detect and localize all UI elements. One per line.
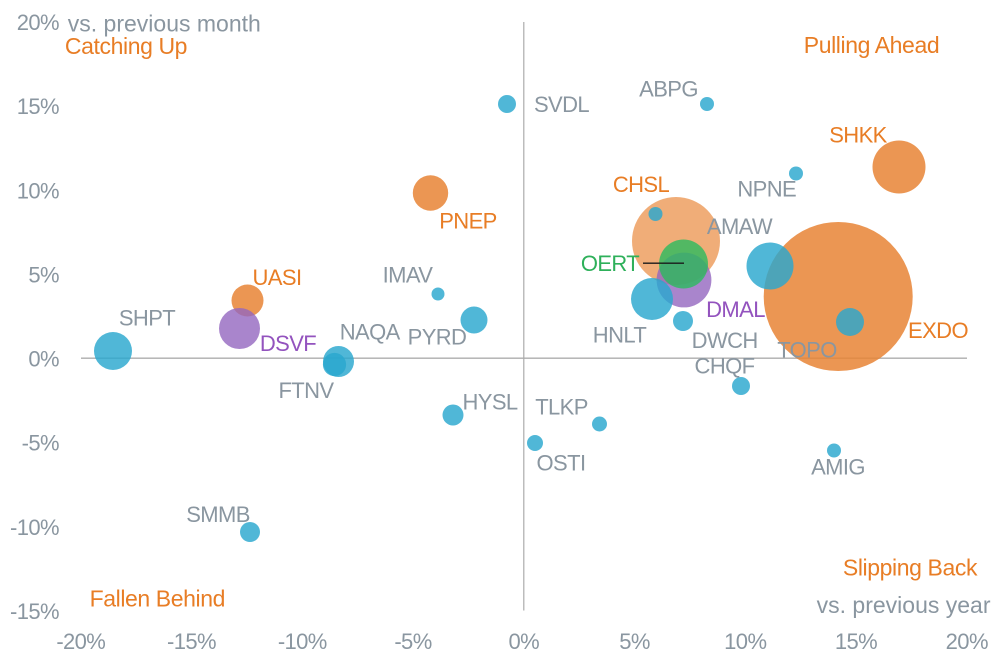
svg-text:Catching Up: Catching Up (65, 33, 187, 59)
svg-text:SHPT: SHPT (119, 305, 175, 330)
svg-text:15%: 15% (17, 94, 59, 119)
svg-text:PNEP: PNEP (439, 209, 497, 234)
svg-text:CHSL: CHSL (613, 172, 670, 197)
svg-text:-10%: -10% (10, 515, 59, 540)
svg-text:Pulling Ahead: Pulling Ahead (804, 32, 939, 58)
svg-text:DMAL: DMAL (706, 297, 765, 322)
svg-text:SVDL: SVDL (534, 92, 589, 117)
svg-text:NAQA: NAQA (340, 319, 401, 344)
svg-text:SMMB: SMMB (186, 502, 250, 527)
svg-text:Fallen Behind: Fallen Behind (90, 585, 225, 611)
svg-text:AMAW: AMAW (707, 214, 773, 239)
svg-text:vs. previous month: vs. previous month (68, 10, 261, 36)
svg-text:DWCH: DWCH (692, 328, 758, 353)
svg-text:-5%: -5% (394, 629, 431, 654)
svg-text:FTNV: FTNV (278, 378, 334, 403)
svg-text:5%: 5% (28, 262, 59, 287)
svg-text:TOPO: TOPO (777, 338, 837, 363)
svg-text:UASI: UASI (253, 265, 302, 290)
svg-text:IMAV: IMAV (383, 263, 434, 288)
svg-text:OERT: OERT (581, 251, 639, 276)
svg-text:10%: 10% (17, 178, 59, 203)
svg-text:HNLT: HNLT (593, 323, 647, 348)
svg-text:5%: 5% (619, 629, 650, 654)
svg-text:PYRD: PYRD (408, 325, 467, 350)
svg-text:Slipping Back: Slipping Back (843, 555, 978, 581)
svg-text:20%: 20% (17, 10, 59, 35)
svg-text:-20%: -20% (56, 629, 105, 654)
svg-text:-5%: -5% (22, 431, 59, 456)
svg-text:OSTI: OSTI (537, 451, 586, 476)
svg-text:-10%: -10% (278, 629, 327, 654)
svg-text:AMIG: AMIG (811, 454, 865, 479)
svg-text:10%: 10% (724, 629, 766, 654)
svg-text:TLKP: TLKP (535, 394, 588, 419)
svg-text:-15%: -15% (10, 599, 59, 624)
svg-text:15%: 15% (835, 629, 877, 654)
svg-text:CHQF: CHQF (695, 354, 755, 379)
svg-text:0%: 0% (508, 629, 539, 654)
svg-text:DSVF: DSVF (260, 331, 316, 356)
svg-text:0%: 0% (28, 347, 59, 372)
svg-text:ABPG: ABPG (639, 76, 698, 101)
svg-text:EXDO: EXDO (908, 318, 968, 343)
svg-text:20%: 20% (946, 629, 988, 654)
svg-text:vs. previous year: vs. previous year (817, 592, 991, 618)
svg-text:HYSL: HYSL (462, 390, 517, 415)
svg-text:NPNE: NPNE (737, 176, 796, 201)
svg-text:-15%: -15% (167, 629, 216, 654)
svg-text:SHKK: SHKK (829, 123, 887, 148)
